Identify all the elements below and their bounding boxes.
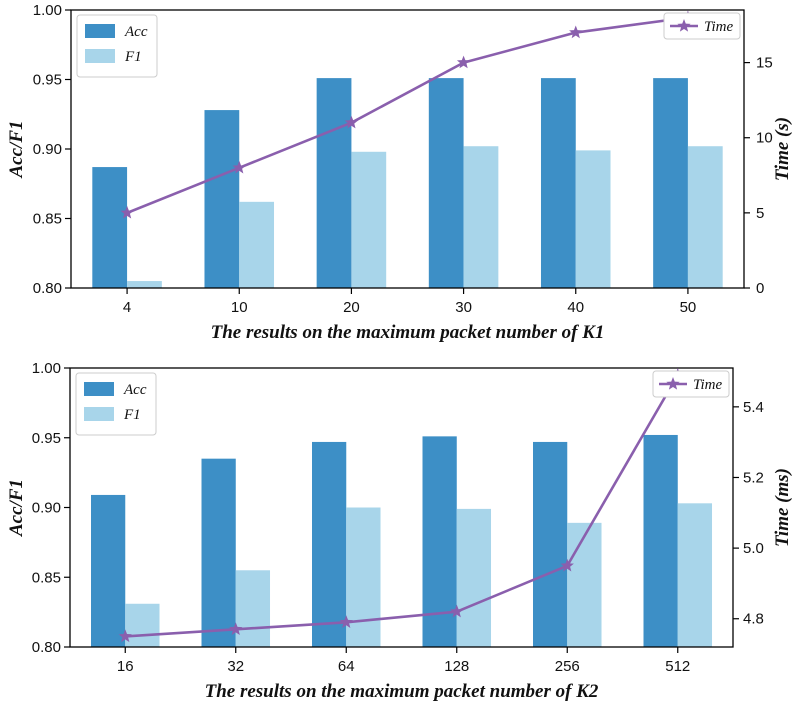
- bar-f1-10: [239, 201, 275, 288]
- chart-panel-2: 16 32 64 128 256 512 0.80 0.85 0.90 0.95 1.00 4.8 5.…: [6, 360, 793, 702]
- y2-tick-label-15: 15: [756, 55, 773, 72]
- point-time-20: [344, 115, 359, 129]
- x-axis-title: The results on the maximum packet number…: [205, 681, 599, 702]
- point-time-40: [569, 25, 583, 39]
- bar-f1-16: [125, 603, 160, 647]
- point-time-16: [118, 629, 132, 643]
- y-tick-label-0.80: 0.80: [32, 639, 61, 656]
- bar-f1-4: [127, 281, 162, 288]
- bar-acc-20: [316, 78, 352, 288]
- y-tick-label-1.00: 1.00: [32, 360, 61, 377]
- legend-line-box: [663, 12, 741, 40]
- legend-line-marker: [677, 19, 691, 32]
- point-time-256: [560, 558, 574, 572]
- plot-frame: [70, 9, 745, 289]
- y-axis-title: Acc/F1: [6, 121, 27, 179]
- y2-tick-label-10: 10: [756, 130, 773, 147]
- bar-acc-30: [428, 78, 464, 288]
- y2-axis-title: Time (s): [772, 117, 793, 181]
- x-tick-label-64: 64: [338, 658, 355, 675]
- y2-tick-label-4.8: 4.8: [743, 611, 764, 628]
- legend-swatch-f1: [84, 407, 114, 421]
- y-tick-label-0.85: 0.85: [32, 569, 61, 586]
- y2-tick-label-0: 0: [756, 280, 764, 297]
- bar-acc-16: [91, 494, 126, 647]
- x-tick-label-4: 4: [123, 299, 131, 316]
- bar-acc-32: [201, 458, 236, 647]
- legend-swatch-f1: [85, 49, 115, 63]
- chart-panel-1: 4 10 20 30 40 50 0.80 0.85 0.90 0.95 1.00 0 5 10 15 The…: [6, 2, 793, 343]
- y-tick-label-0.80: 0.80: [33, 280, 62, 297]
- point-time-64: [339, 615, 353, 628]
- legend-label-time: Time: [704, 19, 734, 35]
- x-tick-label-512: 512: [665, 658, 690, 675]
- legend-label-f1: F1: [124, 49, 142, 65]
- plot-frame: [69, 367, 734, 648]
- legend-swatch-acc: [84, 382, 114, 396]
- x-tick-label-32: 32: [227, 658, 244, 675]
- bar-acc-40: [540, 78, 576, 288]
- line-time: [125, 374, 679, 638]
- legend-label-acc: Acc: [123, 382, 147, 398]
- bar-f1-40: [575, 150, 611, 288]
- bar-f1-512: [677, 503, 713, 647]
- legend-label-acc: Acc: [124, 24, 148, 40]
- y2-tick-label-5.4: 5.4: [743, 399, 764, 416]
- y-tick-label-1.00: 1.00: [33, 2, 62, 19]
- bar-f1-50: [687, 146, 723, 288]
- y-axis-title: Acc/F1: [6, 479, 27, 537]
- bar-acc-256: [533, 441, 568, 647]
- legend-line-box: [652, 370, 730, 398]
- bar-acc-4: [92, 167, 128, 288]
- bar-f1-64: [346, 507, 381, 647]
- point-time-4: [120, 205, 134, 219]
- x-tick-label-40: 40: [567, 299, 584, 316]
- bar-f1-32: [235, 570, 271, 647]
- x-tick-label-30: 30: [455, 299, 472, 316]
- y2-tick-label-5.2: 5.2: [743, 469, 764, 486]
- legend-line-marker: [666, 377, 680, 390]
- y-tick-label-0.85: 0.85: [33, 211, 62, 228]
- bar-f1-128: [456, 508, 492, 647]
- bar-acc-512: [643, 434, 678, 647]
- point-time-10: [232, 160, 246, 174]
- x-tick-label-16: 16: [117, 658, 134, 675]
- y-tick-label-0.95: 0.95: [33, 72, 62, 89]
- legend-label-f1: F1: [123, 407, 141, 423]
- point-time-128: [450, 604, 464, 618]
- legend-swatch-acc: [85, 24, 115, 38]
- y-tick-label-0.95: 0.95: [32, 430, 61, 447]
- point-time-30: [456, 55, 471, 69]
- bar-acc-50: [653, 78, 688, 288]
- x-tick-label-20: 20: [343, 299, 360, 316]
- bar-f1-20: [351, 151, 387, 288]
- x-axis-title: The results on the maximum packet number…: [211, 322, 605, 343]
- x-tick-label-50: 50: [680, 299, 697, 316]
- line-time: [126, 16, 689, 215]
- y2-tick-label-5.0: 5.0: [743, 540, 764, 557]
- y-tick-label-0.90: 0.90: [32, 500, 61, 517]
- bar-f1-256: [567, 522, 602, 647]
- bar-acc-10: [204, 110, 240, 288]
- y2-tick-label-5: 5: [756, 205, 764, 222]
- bar-acc-64: [312, 441, 347, 647]
- point-time-32: [229, 622, 243, 635]
- x-tick-label-128: 128: [444, 658, 469, 675]
- x-tick-label-256: 256: [555, 658, 580, 675]
- x-tick-label-10: 10: [231, 299, 248, 316]
- bar-f1-30: [463, 146, 499, 288]
- legend-label-time: Time: [693, 377, 723, 393]
- y2-axis-title: Time (ms): [772, 468, 793, 547]
- y-tick-label-0.90: 0.90: [33, 141, 62, 158]
